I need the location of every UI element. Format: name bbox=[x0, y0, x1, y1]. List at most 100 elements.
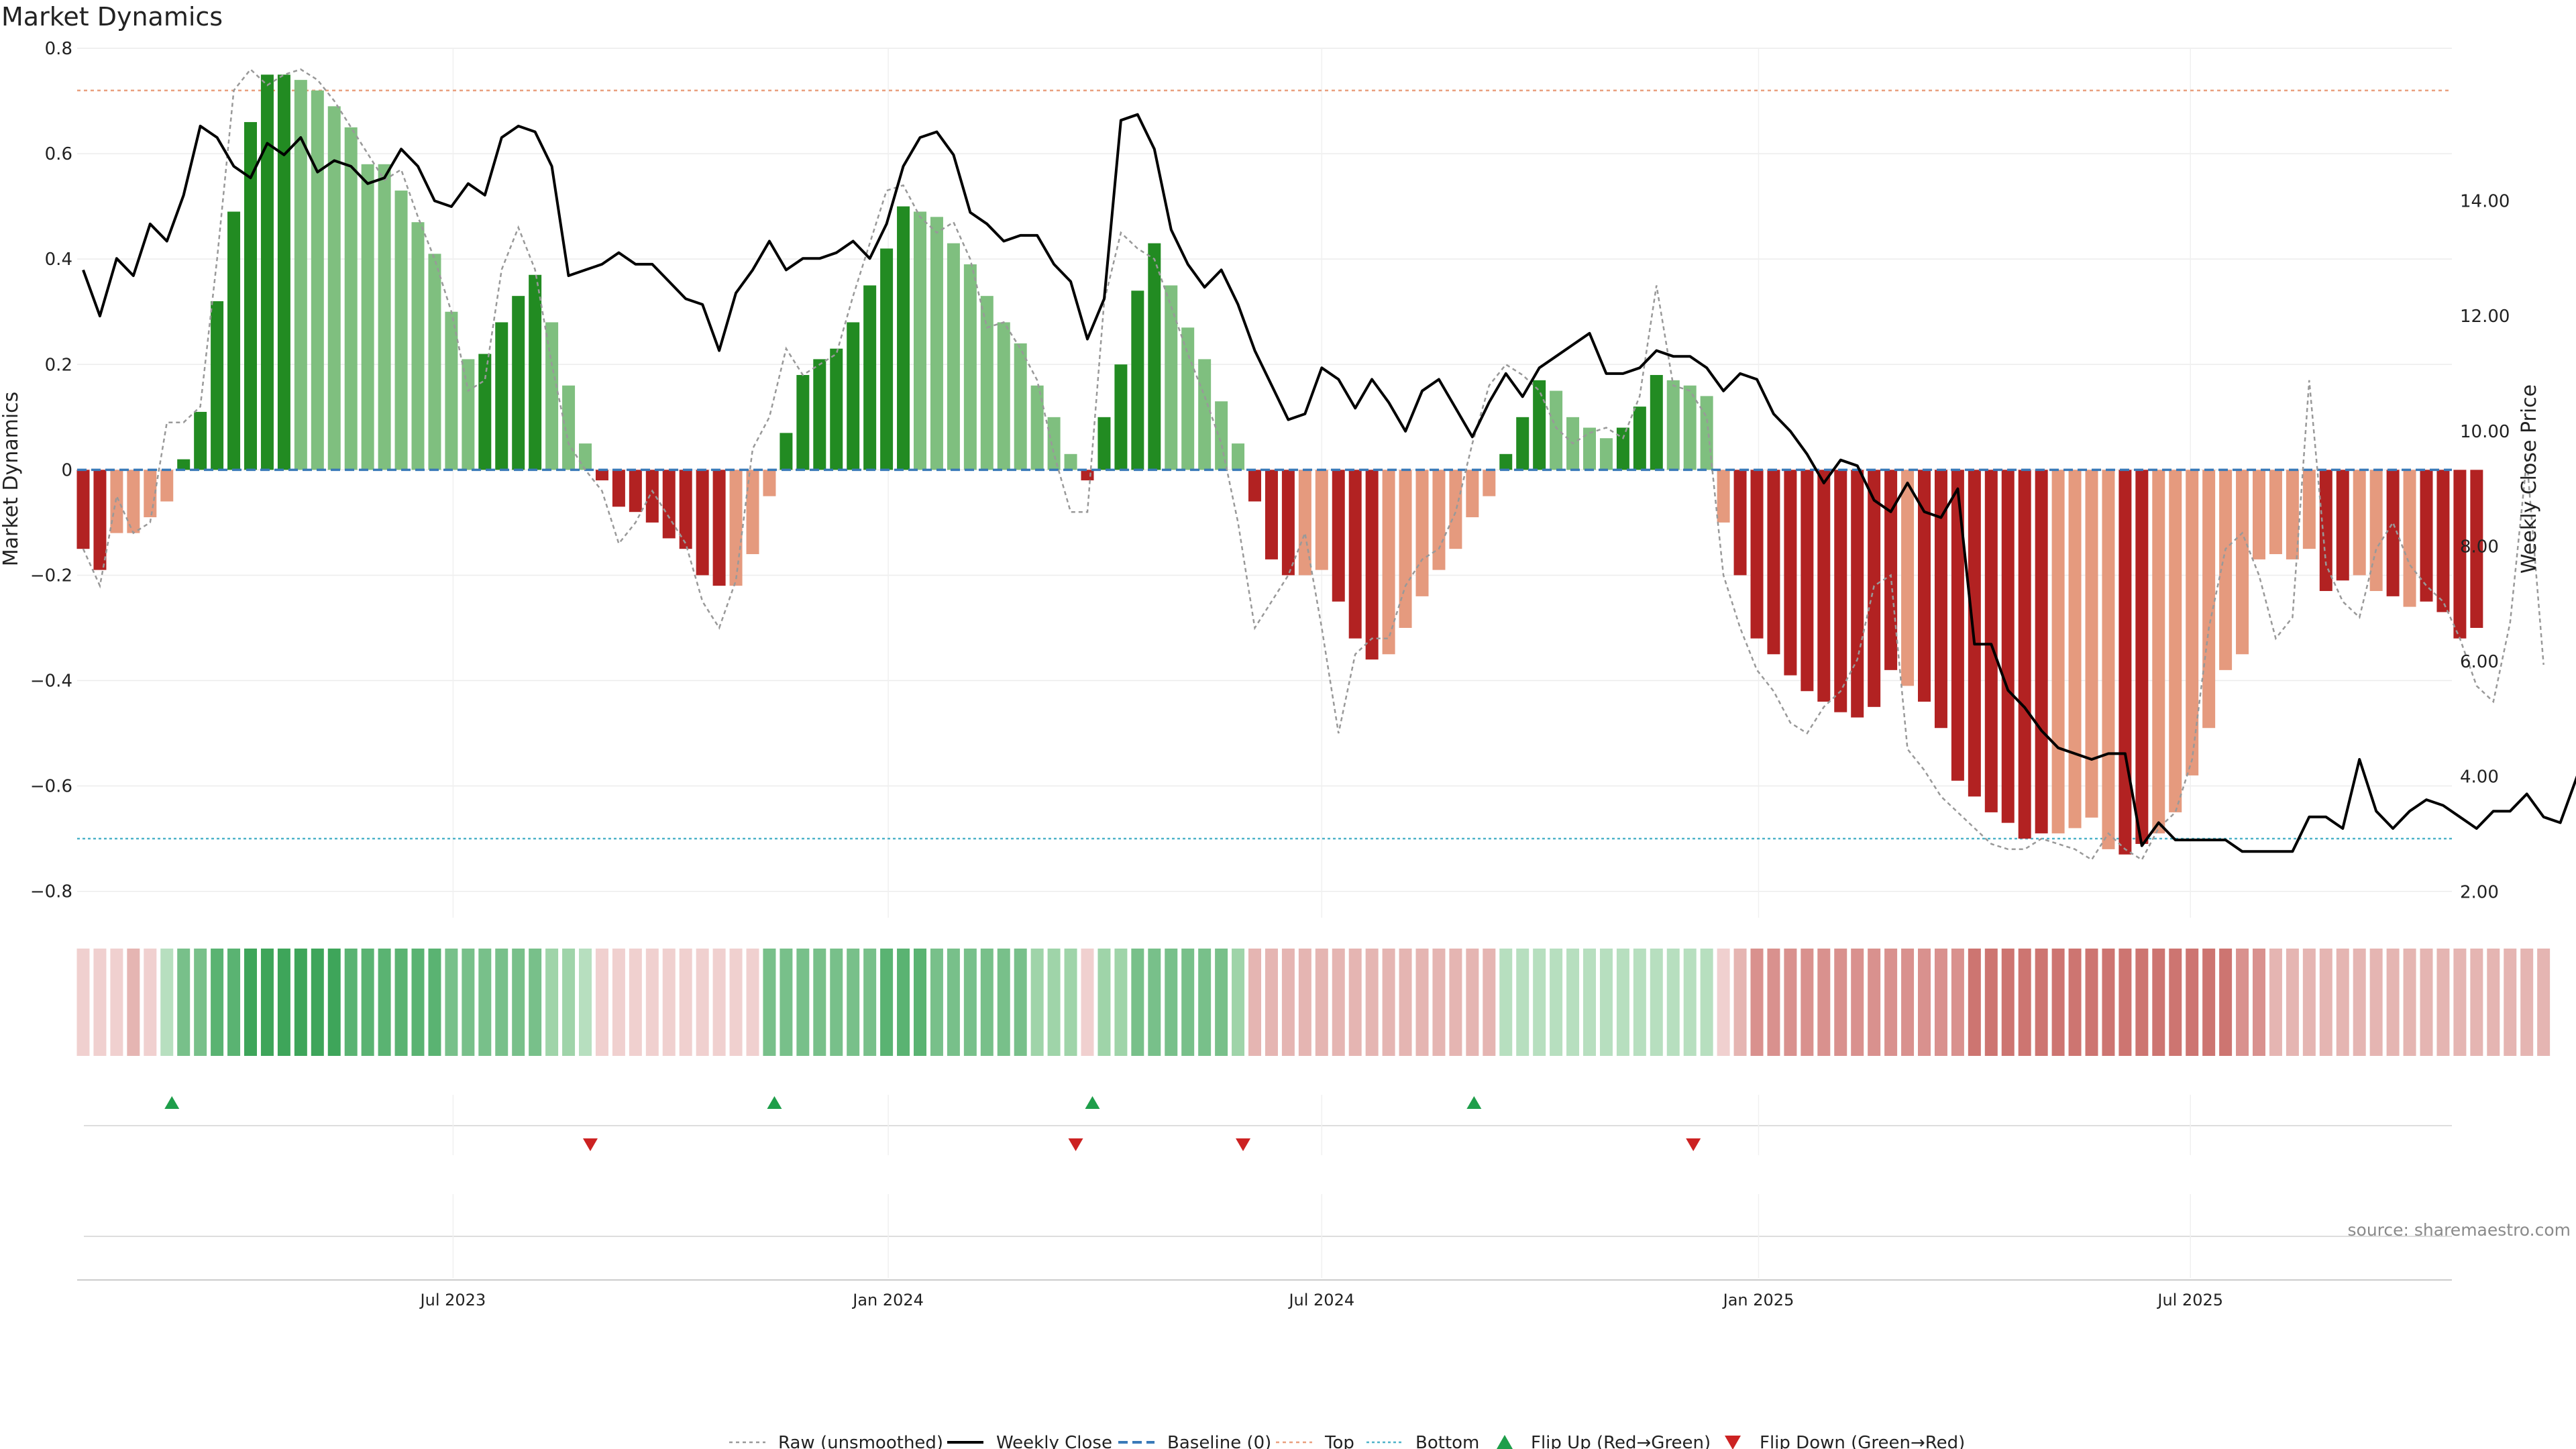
raw-line bbox=[82, 68, 2544, 861]
x-axis: Jul 2023 Jan 2024 Jul 2024 Jan 2025 Jul 2025 bbox=[77, 1279, 2452, 1309]
bar-week-98 bbox=[1717, 470, 1730, 523]
left-tick-label-4: 0 bbox=[61, 460, 72, 480]
strip-cell-39 bbox=[729, 949, 743, 1056]
bar-week-115 bbox=[2001, 470, 2015, 823]
bar-week-76 bbox=[1348, 470, 1362, 639]
strip-cell-41 bbox=[763, 949, 776, 1056]
legend-baseline: Baseline (0) bbox=[1167, 1433, 1271, 1449]
bar-week-104 bbox=[1817, 470, 1831, 702]
bar-week-36 bbox=[679, 470, 692, 549]
x-tick-label-0: Jul 2023 bbox=[419, 1291, 486, 1309]
strip-cell-143 bbox=[2470, 949, 2483, 1056]
strip-cell-86 bbox=[1516, 949, 1529, 1056]
bar-week-82 bbox=[1449, 470, 1462, 549]
strip-cell-30 bbox=[579, 949, 592, 1056]
bar-week-101 bbox=[1767, 470, 1780, 655]
right-tick-label-5: 4.00 bbox=[2460, 767, 2499, 788]
bar-week-62 bbox=[1114, 364, 1128, 470]
legend-bottom: Bottom bbox=[1415, 1433, 1479, 1449]
bar-week-95 bbox=[1666, 380, 1680, 470]
source-note: source: sharemaestro.com bbox=[2348, 1220, 2571, 1240]
raw-series bbox=[82, 68, 2544, 861]
strip-cell-32 bbox=[612, 949, 625, 1056]
bar-week-13 bbox=[294, 80, 307, 470]
strip-cell-16 bbox=[344, 949, 358, 1056]
strip-cell-1 bbox=[93, 949, 107, 1056]
right-tick-label-3: 8.00 bbox=[2460, 537, 2499, 557]
bar-week-136 bbox=[2353, 470, 2366, 576]
bar-week-100 bbox=[1750, 470, 1764, 639]
bar-week-15 bbox=[327, 106, 341, 470]
strip-cell-76 bbox=[1348, 949, 1362, 1056]
bar-week-96 bbox=[1683, 385, 1697, 470]
strip-cell-17 bbox=[361, 949, 374, 1056]
bar-week-85 bbox=[1499, 453, 1513, 470]
bar-week-40 bbox=[746, 470, 759, 555]
bar-week-48 bbox=[880, 248, 894, 470]
bar-week-90 bbox=[1583, 427, 1596, 470]
flip-down-marker-1 bbox=[1068, 1138, 1083, 1151]
bar-week-12 bbox=[277, 74, 290, 470]
strip-cell-51 bbox=[930, 949, 943, 1056]
bar-week-23 bbox=[462, 359, 475, 470]
bar-week-30 bbox=[579, 443, 592, 470]
strip-cell-66 bbox=[1181, 949, 1195, 1056]
weekly-close-line bbox=[82, 113, 2576, 853]
bar-week-110 bbox=[1918, 470, 1931, 702]
bar-week-106 bbox=[1851, 470, 1864, 718]
bar-week-51 bbox=[930, 217, 943, 470]
strip-cell-5 bbox=[160, 949, 174, 1056]
bar-week-131 bbox=[2269, 470, 2282, 555]
right-tick-label-4: 6.00 bbox=[2460, 652, 2499, 672]
left-tick-label-2: 0.4 bbox=[45, 250, 72, 270]
strip-cell-79 bbox=[1399, 949, 1412, 1056]
dynamics-bars bbox=[76, 74, 2483, 855]
strip-cell-31 bbox=[595, 949, 608, 1056]
strip-cell-139 bbox=[2403, 949, 2416, 1056]
strip-cell-46 bbox=[847, 949, 860, 1056]
bar-week-16 bbox=[344, 127, 358, 470]
bar-week-119 bbox=[2068, 470, 2082, 828]
strip-cell-103 bbox=[1801, 949, 1814, 1056]
bar-week-10 bbox=[244, 121, 257, 470]
strip-cell-115 bbox=[2001, 949, 2015, 1056]
reference-lines bbox=[77, 89, 2452, 840]
bar-week-112 bbox=[1951, 470, 1964, 781]
strip-cell-33 bbox=[629, 949, 642, 1056]
flip-up-marker-3 bbox=[1466, 1096, 1482, 1109]
strip-cell-3 bbox=[127, 949, 140, 1056]
bar-week-29 bbox=[562, 385, 576, 470]
strip-cell-44 bbox=[813, 949, 826, 1056]
legend: Raw (unsmoothed) Weekly Close Baseline (… bbox=[729, 1433, 1965, 1449]
bar-week-72 bbox=[1281, 470, 1295, 576]
flip-up-marker-2 bbox=[1085, 1096, 1100, 1109]
strip-cell-63 bbox=[1131, 949, 1144, 1056]
strip-cell-61 bbox=[1097, 949, 1111, 1056]
bar-week-130 bbox=[2253, 470, 2265, 559]
strip-cell-55 bbox=[997, 949, 1010, 1056]
legend-top: Top bbox=[1324, 1433, 1354, 1449]
bar-week-37 bbox=[696, 470, 709, 576]
strip-cell-71 bbox=[1265, 949, 1278, 1056]
bar-week-121 bbox=[2102, 470, 2115, 849]
strip-cell-69 bbox=[1232, 949, 1245, 1056]
left-tick-label-7: −0.6 bbox=[30, 777, 72, 797]
strip-cell-38 bbox=[712, 949, 726, 1056]
strip-cell-57 bbox=[1030, 949, 1044, 1056]
strip-cell-125 bbox=[2169, 949, 2182, 1056]
bar-week-63 bbox=[1131, 290, 1144, 470]
bar-week-103 bbox=[1801, 470, 1814, 692]
strip-cell-83 bbox=[1466, 949, 1479, 1056]
strip-cell-13 bbox=[294, 949, 307, 1056]
legend-flip-up: Flip Up (Red→Green) bbox=[1531, 1433, 1711, 1449]
right-tick-label-2: 10.00 bbox=[2460, 422, 2510, 442]
bar-week-9 bbox=[227, 211, 241, 470]
bar-week-114 bbox=[1984, 470, 1998, 812]
bar-week-91 bbox=[1599, 438, 1613, 470]
bar-week-71 bbox=[1265, 470, 1278, 559]
strip-cell-36 bbox=[679, 949, 692, 1056]
bar-week-11 bbox=[260, 74, 274, 470]
bar-week-28 bbox=[545, 322, 559, 470]
bar-week-53 bbox=[963, 264, 977, 470]
